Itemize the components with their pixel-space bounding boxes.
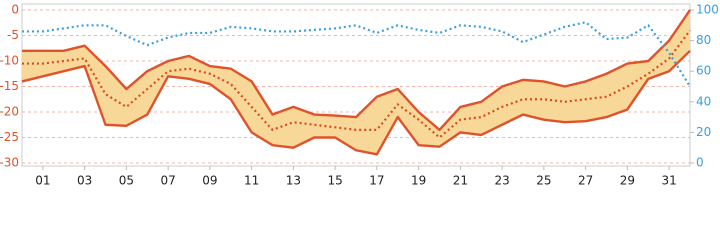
x-tick-label: 09 bbox=[202, 174, 217, 188]
x-tick-label: 07 bbox=[160, 174, 175, 188]
page: {"chart_data": { "type": "line", "x": [0… bbox=[0, 2, 719, 188]
dotted-line bbox=[22, 21, 691, 88]
y2-tick-label: 0 bbox=[696, 156, 704, 170]
y-tick-label: -10 bbox=[0, 54, 19, 68]
x-tick-label: 01 bbox=[35, 174, 50, 188]
y2-tick-label: 20 bbox=[696, 125, 711, 139]
x-tick-label: 27 bbox=[578, 174, 593, 188]
x-tick-label: 23 bbox=[494, 174, 509, 188]
band-fill bbox=[22, 10, 690, 155]
x-tick-label: 05 bbox=[119, 174, 134, 188]
x-tick-label: 25 bbox=[536, 174, 551, 188]
x-tick-label: 03 bbox=[77, 174, 92, 188]
y-tick-label: -25 bbox=[0, 130, 19, 144]
dotted-line bbox=[22, 29, 691, 139]
y-tick-label: 0 bbox=[11, 3, 19, 17]
y2-tick-label: 40 bbox=[696, 94, 711, 108]
x-tick-label: 17 bbox=[369, 174, 384, 188]
x-tick-label: 21 bbox=[453, 174, 468, 188]
x-tick-label: 19 bbox=[411, 174, 426, 188]
x-tick-label: 29 bbox=[620, 174, 635, 188]
x-tick-label: 15 bbox=[327, 174, 342, 188]
x-tick-label: 11 bbox=[244, 174, 259, 188]
y-tick-label: -30 bbox=[0, 156, 19, 170]
line bbox=[21, 49, 691, 156]
y-tick-label: -5 bbox=[7, 28, 19, 42]
y2-tick-label: 80 bbox=[696, 33, 711, 47]
y2-tick-label: 100 bbox=[696, 3, 719, 17]
plot-frame bbox=[21, 3, 691, 167]
x-tick-label: 31 bbox=[661, 174, 676, 188]
y2-tick-label: 60 bbox=[696, 64, 711, 78]
chart: 0 -5 -10 -15 -20 -25 -30 0 20 40 60 80 100 01 03 05 07 09… bbox=[0, 3, 719, 188]
line bbox=[22, 9, 691, 132]
x-tick-label: 13 bbox=[286, 174, 301, 188]
y-tick-label: -15 bbox=[0, 79, 19, 93]
y-tick-label: -20 bbox=[0, 105, 19, 119]
